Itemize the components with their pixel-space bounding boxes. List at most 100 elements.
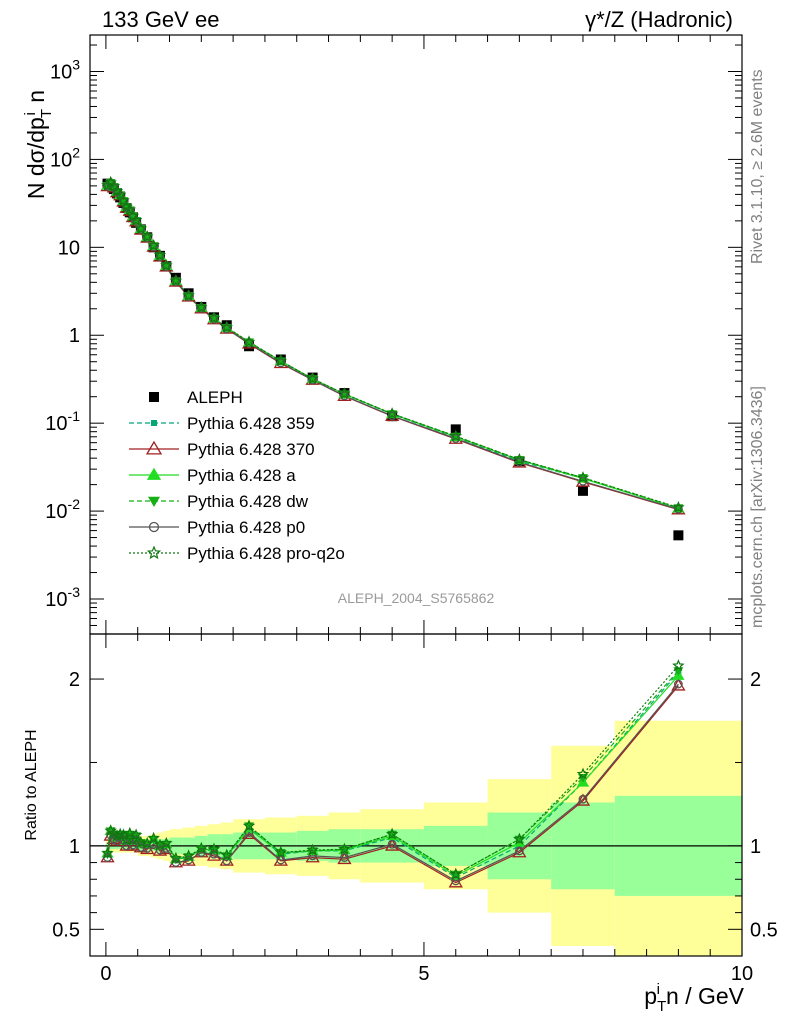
mc-point-pythia-6-428-p0 — [387, 411, 397, 421]
ratio-point-pythia-6-428-pro-q2o — [134, 835, 148, 848]
aleph-data-point — [577, 485, 588, 496]
main-y-tick-label: 102 — [50, 144, 80, 171]
mc-point-pythia-6-428-p0 — [171, 277, 181, 287]
aleph-data-point — [450, 424, 461, 435]
ratio-x-tick-label: 10 — [731, 963, 753, 985]
legend-marker-pythia-6-428-370 — [145, 440, 163, 455]
mc-point-pythia-6-428-pro-q2o — [274, 354, 288, 367]
ratio-y-tick-label: 1 — [69, 836, 80, 858]
ratio-point-pythia-6-428-370 — [448, 875, 463, 888]
legend-label-pythia-6-428-dw: Pythia 6.428 dw — [187, 492, 309, 511]
mc-point-pythia-6-428-pro-q2o — [672, 500, 685, 513]
ratio-point-pythia-6-428-pro-q2o — [169, 851, 183, 864]
mc-point-pythia-6-428-pro-q2o — [117, 194, 130, 206]
ratio-point-pythia-6-428-pro-q2o — [101, 846, 114, 859]
mc-point-pythia-6-428-p0 — [196, 304, 206, 313]
ratio-y-tick-label-right: 2 — [750, 669, 761, 691]
mc-point-pythia-6-428-p0 — [578, 476, 588, 486]
ratio-point-pythia-6-428-pro-q2o — [338, 842, 351, 855]
mc-point-pythia-6-428-pro-q2o — [107, 179, 121, 192]
ratio-point-pythia-6-428-370 — [206, 848, 222, 861]
mc-point-pythia-6-428-pro-q2o — [306, 372, 319, 385]
mc-point-pythia-6-428-p0 — [244, 338, 254, 348]
ratio-point-pythia-6-428-pro-q2o — [123, 826, 136, 839]
ratio-point-pythia-6-428-pro-q2o — [207, 842, 221, 855]
mc-point-pythia-6-428-pro-q2o — [134, 222, 148, 234]
legend-label-pythia-6-428-359: Pythia 6.428 359 — [187, 414, 315, 433]
ratio-point-pythia-6-428-p0 — [578, 794, 588, 804]
mc-point-pythia-6-428-p0 — [276, 358, 286, 368]
mc-point-pythia-6-428-pro-q2o — [129, 213, 143, 226]
mc-point-pythia-6-428-p0 — [142, 233, 152, 243]
analysis-watermark: ALEPH_2004_S5765862 — [338, 590, 495, 606]
mc-point-pythia-6-428-p0 — [673, 504, 683, 514]
mc-point-pythia-6-428-pro-q2o — [182, 289, 195, 301]
mc-point-pythia-6-428-pro-q2o — [123, 203, 136, 215]
ratio-x-tick-label: 0 — [100, 963, 111, 985]
ratio-point-pythia-6-428-pro-q2o — [274, 846, 288, 858]
mc-point-pythia-6-428-pro-q2o — [385, 407, 399, 420]
mc-point-pythia-6-428-pro-q2o — [160, 259, 173, 271]
legend-label-pythia-6-428-pro-q2o: Pythia 6.428 pro-q2o — [187, 544, 345, 563]
ratio-point-pythia-6-428-pro-q2o — [449, 867, 462, 880]
mc-point-pythia-6-428-pro-q2o — [576, 471, 590, 483]
mc-point-pythia-6-428-p0 — [308, 375, 318, 385]
ratio-point-pythia-6-428-p0 — [514, 846, 524, 856]
ratio-frame — [89, 633, 743, 957]
ratio-point-pythia-6-428-pro-q2o — [576, 767, 590, 780]
ratio-point-pythia-6-428-pro-q2o — [385, 827, 399, 840]
ratio-point-pythia-6-428-p0 — [184, 855, 193, 865]
mc-point-pythia-6-428-pro-q2o — [449, 429, 462, 442]
ratio-panel-axes: 0.5 0.5 1 1 2 2 0 5 10 — [52, 633, 778, 985]
ratio-y-tick-label-right: 1 — [750, 836, 761, 858]
ratio-point-pythia-6-428-p0 — [673, 679, 683, 689]
legend-marker-pythia-6-428-359 — [151, 420, 157, 426]
mc-point-pythia-6-428-pro-q2o — [101, 178, 114, 191]
legend-label-aleph: ALEPH — [187, 388, 243, 407]
ratio-point-pythia-6-428-pro-q2o — [129, 828, 143, 841]
ratio-y-tick-label-right: 0.5 — [750, 919, 778, 941]
ratio-point-pythia-6-428-pro-q2o — [147, 831, 160, 844]
mc-point-pythia-6-428-pro-q2o — [169, 274, 183, 287]
main-y-tick-label: 1 — [69, 325, 80, 347]
ratio-point-pythia-6-428-pro-q2o — [513, 832, 526, 845]
ratio-y-tick-label: 0.5 — [52, 919, 80, 941]
mc-point-pythia-6-428-pro-q2o — [513, 453, 526, 465]
mc-point-pythia-6-428-pro-q2o — [242, 335, 256, 348]
mc-point-pythia-6-428-pro-q2o — [338, 387, 351, 400]
legend-marker-pythia-6-428-dw — [148, 496, 160, 507]
mc-point-pythia-6-428-p0 — [184, 292, 193, 302]
mcplots-reference-label: mcplots.cern.ch [arXiv:1306.3436] — [749, 386, 766, 628]
ratio-point-pythia-6-428-p0 — [387, 839, 397, 849]
ratio-point-pythia-6-428-pro-q2o — [182, 849, 195, 862]
mc-point-pythia-6-428-pro-q2o — [141, 230, 154, 243]
ratio-point-pythia-6-428-p0 — [276, 855, 286, 865]
header-left-label: 133 GeV ee — [102, 7, 219, 32]
ratio-point-pythia-6-428-pro-q2o — [306, 843, 319, 856]
ratio-point-pythia-6-428-370 — [512, 845, 527, 858]
legend-marker-aleph — [149, 392, 159, 402]
legend-marker-pythia-6-428-p0 — [148, 521, 160, 533]
mc-point-pythia-6-428-p0 — [161, 262, 171, 272]
ratio-point-pythia-6-428-p0 — [103, 853, 112, 862]
mc-point-pythia-6-428-pro-q2o — [207, 311, 221, 324]
ratio-point-pythia-6-428-370 — [337, 851, 352, 865]
mc-point-pythia-6-428-p0 — [451, 434, 461, 443]
mc-point-pythia-6-428-p0 — [514, 457, 524, 467]
mc-point-pythia-6-428-p0 — [136, 225, 146, 235]
main-y-tick-label: 10 — [58, 237, 80, 259]
ratio-y-tick-label: 2 — [69, 669, 80, 691]
mc-point-pythia-6-428-pro-q2o — [195, 300, 208, 313]
ratio-point-pythia-6-428-pro-q2o — [672, 659, 685, 671]
mc-point-pythia-6-428-pro-q2o — [114, 188, 127, 201]
ratio-point-pythia-6-428-pro-q2o — [195, 841, 208, 854]
legend-label-pythia-6-428-p0: Pythia 6.428 p0 — [187, 518, 305, 537]
legend: ALEPH Pythia 6.428 359 Pythia 6.428 370 Pyt… — [129, 388, 345, 563]
legend-marker-pythia-6-428-pro-q2o — [146, 545, 162, 560]
ratio-point-pythia-6-428-370 — [575, 793, 591, 806]
ratio-point-pythia-6-428-p0 — [340, 853, 349, 862]
mc-point-pythia-6-428-p0 — [155, 252, 165, 262]
ratio-point-pythia-6-428-pro-q2o — [242, 819, 256, 832]
